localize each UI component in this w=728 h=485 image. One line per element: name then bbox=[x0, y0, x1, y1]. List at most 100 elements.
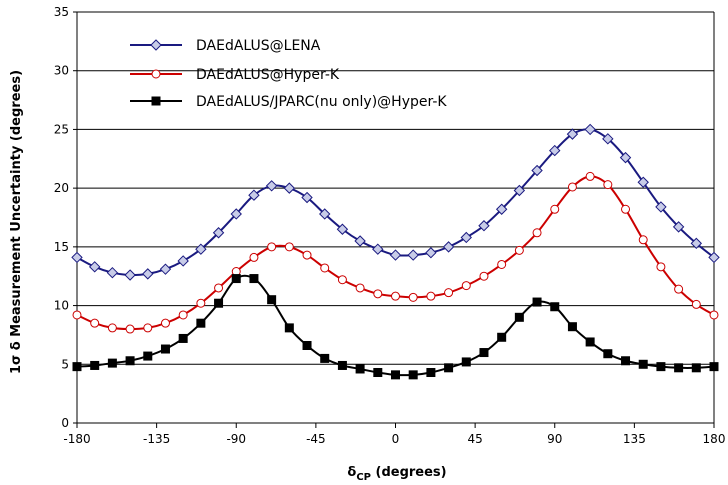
data-point-hyperk bbox=[267, 242, 277, 252]
data-point-hyperk bbox=[107, 323, 117, 333]
data-point-jparc bbox=[249, 274, 259, 284]
axes: 0 5 10 15 20 25 30 35 -180 -135 -90 -45 0 45 90 135 180 bbox=[54, 5, 726, 446]
x-axis-title-sub: CP bbox=[356, 472, 371, 483]
data-point-hyperk bbox=[656, 262, 666, 272]
legend-entry-hyperk: DAEdALUS@Hyper-K bbox=[130, 67, 340, 83]
x-tick-label: 135 bbox=[623, 432, 646, 446]
data-point-lena bbox=[283, 182, 296, 194]
data-point-lena bbox=[407, 249, 419, 261]
data-point-jparc bbox=[214, 298, 224, 308]
gridlines bbox=[77, 11, 714, 365]
data-point-jparc bbox=[408, 370, 418, 380]
data-point-jparc bbox=[355, 364, 365, 374]
x-axis-title-main: δ bbox=[347, 465, 356, 480]
data-point-jparc bbox=[621, 356, 631, 366]
series-hyperk bbox=[72, 171, 719, 334]
series-group bbox=[71, 123, 720, 380]
data-point-lena bbox=[655, 201, 667, 213]
data-point-hyperk bbox=[160, 318, 170, 328]
data-point-lena bbox=[230, 208, 242, 220]
data-point-jparc bbox=[532, 297, 542, 307]
data-point-jparc bbox=[391, 370, 400, 380]
data-point-jparc bbox=[178, 333, 188, 343]
data-point-hyperk bbox=[550, 204, 560, 214]
data-point-hyperk bbox=[621, 204, 631, 214]
data-point-jparc bbox=[143, 351, 153, 361]
legend-marker-hyperk bbox=[151, 69, 161, 79]
data-point-jparc bbox=[656, 362, 666, 372]
data-point-jparc bbox=[196, 318, 206, 328]
data-point-lena bbox=[690, 237, 703, 250]
data-point-lena bbox=[212, 227, 225, 239]
data-point-lena bbox=[142, 268, 154, 280]
data-point-lena bbox=[672, 221, 685, 233]
data-point-lena bbox=[195, 243, 207, 255]
y-tick-label: 5 bbox=[61, 357, 69, 371]
data-point-hyperk bbox=[461, 281, 471, 291]
data-point-jparc bbox=[72, 362, 82, 372]
data-point-lena bbox=[124, 269, 136, 281]
data-point-hyperk bbox=[178, 310, 188, 320]
data-point-jparc bbox=[231, 274, 241, 284]
data-point-hyperk bbox=[355, 283, 365, 293]
data-point-jparc bbox=[550, 302, 560, 312]
x-tick-label: -180 bbox=[63, 432, 90, 446]
x-tick-label: -135 bbox=[143, 432, 170, 446]
data-point-lena bbox=[265, 180, 278, 192]
y-tick-label: 35 bbox=[54, 5, 69, 19]
data-point-jparc bbox=[373, 368, 383, 378]
data-point-lena bbox=[442, 241, 455, 253]
data-point-jparc bbox=[90, 360, 100, 370]
data-point-jparc bbox=[709, 362, 719, 372]
data-point-lena bbox=[88, 261, 101, 273]
data-point-hyperk bbox=[125, 324, 135, 334]
data-point-jparc bbox=[603, 349, 613, 359]
data-point-hyperk bbox=[532, 228, 542, 238]
data-point-hyperk bbox=[72, 310, 82, 320]
data-point-jparc bbox=[337, 360, 347, 370]
data-point-lena bbox=[248, 189, 260, 201]
data-point-hyperk bbox=[143, 323, 153, 333]
data-point-jparc bbox=[691, 363, 701, 373]
series-jparc bbox=[72, 274, 719, 380]
x-tick-label: 45 bbox=[467, 432, 482, 446]
series-lena bbox=[71, 123, 720, 281]
data-point-hyperk bbox=[514, 245, 524, 255]
data-point-lena bbox=[301, 191, 313, 204]
x-tick-label: 90 bbox=[547, 432, 562, 446]
data-point-hyperk bbox=[90, 318, 100, 328]
x-tick-label: -45 bbox=[306, 432, 326, 446]
legend-label-lena: DAEdALUS@LENA bbox=[196, 38, 321, 54]
data-point-jparc bbox=[479, 348, 489, 358]
data-point-lena bbox=[708, 251, 720, 264]
data-point-jparc bbox=[125, 356, 135, 366]
data-point-hyperk bbox=[426, 291, 436, 301]
data-point-lena bbox=[71, 251, 83, 264]
data-point-jparc bbox=[497, 332, 507, 342]
data-point-lena bbox=[584, 123, 596, 136]
y-tick-label: 10 bbox=[54, 299, 69, 313]
x-tick-label: 0 bbox=[392, 432, 400, 446]
data-point-hyperk bbox=[691, 299, 701, 309]
data-point-hyperk bbox=[497, 259, 507, 269]
data-point-lena bbox=[336, 223, 349, 235]
data-point-hyperk bbox=[709, 310, 719, 320]
data-point-lena bbox=[389, 249, 402, 261]
data-point-hyperk bbox=[284, 242, 294, 252]
legend-entry-lena: DAEdALUS@LENA bbox=[130, 38, 321, 54]
data-point-hyperk bbox=[479, 271, 489, 281]
y-tick-label: 0 bbox=[61, 416, 69, 430]
data-point-lena bbox=[159, 263, 172, 275]
data-point-hyperk bbox=[567, 182, 577, 192]
y-tick-label: 20 bbox=[54, 181, 69, 195]
data-point-hyperk bbox=[214, 283, 224, 293]
legend-label-jparc: DAEdALUS/JPARC(nu only)@Hyper-K bbox=[196, 94, 447, 110]
y-tick-label: 25 bbox=[54, 122, 69, 136]
data-point-lena bbox=[425, 247, 437, 259]
data-point-lena bbox=[637, 176, 649, 188]
data-point-hyperk bbox=[585, 171, 595, 181]
data-point-jparc bbox=[514, 312, 524, 322]
data-point-jparc bbox=[461, 357, 471, 367]
data-point-lena bbox=[602, 133, 614, 145]
